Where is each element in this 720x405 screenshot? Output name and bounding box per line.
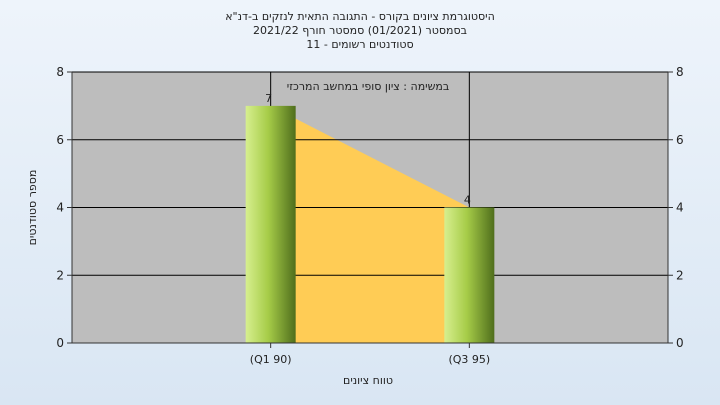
chart-title-line-1: היסטוגרמת ציונים בקורס - התגובה התאית לנ…: [225, 10, 495, 23]
xtick-label: (Q1 90): [250, 353, 292, 366]
data-label: 7: [265, 92, 272, 105]
chart-title-line-3: סטודנטים רשומים - 11: [306, 38, 414, 51]
xtick-label: (Q3 95): [448, 353, 490, 366]
chart-annotation: במשימה : ציון סופי במחשב המרכזי: [287, 80, 450, 93]
ytick-label-right: 8: [676, 65, 684, 79]
y-axis-title: מספר סטודנטים: [26, 170, 39, 246]
ytick-label-right: 6: [676, 133, 684, 147]
x-axis-title: טווח ציונים: [343, 374, 393, 387]
ytick-label-left: 6: [56, 133, 64, 147]
ytick-label-left: 0: [56, 336, 64, 350]
area-fill: [270, 105, 470, 343]
data-label: 4: [464, 194, 471, 207]
ytick-label-left: 4: [56, 201, 64, 215]
bar-1: [245, 105, 296, 343]
ytick-label-right: 0: [676, 336, 684, 350]
chart-title-line-2: בסמסטר (01/2021) סמסטר חורף 2021/22: [253, 24, 467, 37]
ytick-label-left: 2: [56, 268, 64, 282]
ytick-label-right: 2: [676, 268, 684, 282]
ytick-label-right: 4: [676, 201, 684, 215]
ytick-label-left: 8: [56, 65, 64, 79]
bar-2: [444, 207, 495, 343]
